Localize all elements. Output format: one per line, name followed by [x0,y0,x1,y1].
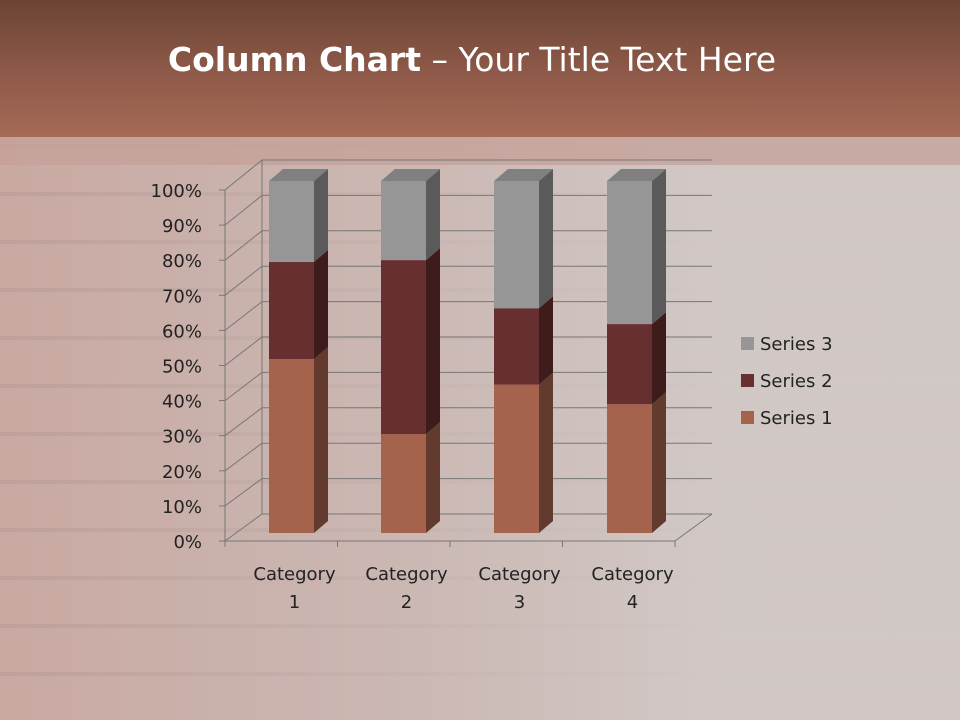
y-tick-label: 10% [162,497,202,518]
y-tick-label: 60% [162,321,202,342]
bar-top [494,169,553,181]
bar-front [494,384,539,533]
y-tick-label: 20% [162,462,202,483]
y-tick-label: 50% [162,357,202,378]
y-tick-label: 90% [162,216,202,237]
gridline [224,442,712,472]
bar-top [607,169,666,181]
bar-front [381,181,426,261]
legend-label: Series 3 [760,334,833,355]
floor-edge [674,513,713,542]
bar-side [426,248,440,435]
bar-front [607,404,652,533]
gridline [224,336,712,366]
category-label: Category [591,564,674,585]
category-label: Category [365,564,448,585]
legend-swatch [741,411,754,424]
category-label: Category [478,564,561,585]
gridline [224,371,712,401]
legend-swatch [741,374,754,387]
bar-front [269,359,314,533]
bar-side [426,422,440,533]
bar-front [494,308,539,385]
bar-front [269,181,314,262]
gridline [224,301,712,331]
bar-front [607,181,652,325]
title-bold: Column Chart [167,40,421,79]
gridline [224,265,712,296]
y-tick-label: 30% [162,427,202,448]
legend-label: Series 1 [760,408,833,429]
category-label: 1 [289,592,300,613]
slide-title[interactable]: Column Chart – Your Title Text Here [0,40,944,79]
bar-side [652,169,666,325]
bar-side [426,169,440,261]
bar-side [652,392,666,533]
bar-side [314,169,328,262]
bar-side [539,372,553,533]
bar-front [381,260,426,435]
y-tick-label: 40% [162,392,202,413]
bar-side [539,296,553,385]
legend-swatch [741,337,754,350]
bar-top [269,169,328,181]
bar-top [381,169,440,181]
title-rest: – Your Title Text Here [420,40,777,79]
category-label: Category [253,564,336,585]
bar-front [607,324,652,405]
bar-front [494,181,539,309]
category-label: 4 [627,592,638,613]
gridline [224,159,712,191]
gridline [224,194,712,226]
category-label: 2 [401,592,412,613]
bar-side [539,169,553,309]
category-label: 3 [514,592,525,613]
bar-front [381,434,426,533]
y-tick-label: 70% [162,286,202,307]
bar-side [652,312,666,405]
gridline [224,407,712,437]
bar-front [269,261,314,360]
y-tick-label: 80% [162,251,202,272]
gridline [224,230,712,261]
legend-label: Series 2 [760,371,833,392]
bar-side [314,249,328,360]
y-tick-label: 100% [151,181,202,202]
bar-side [314,347,328,533]
title-bar [0,0,960,137]
gridline [224,513,712,542]
y-tick-label: 0% [173,532,202,553]
gridline [224,478,712,507]
